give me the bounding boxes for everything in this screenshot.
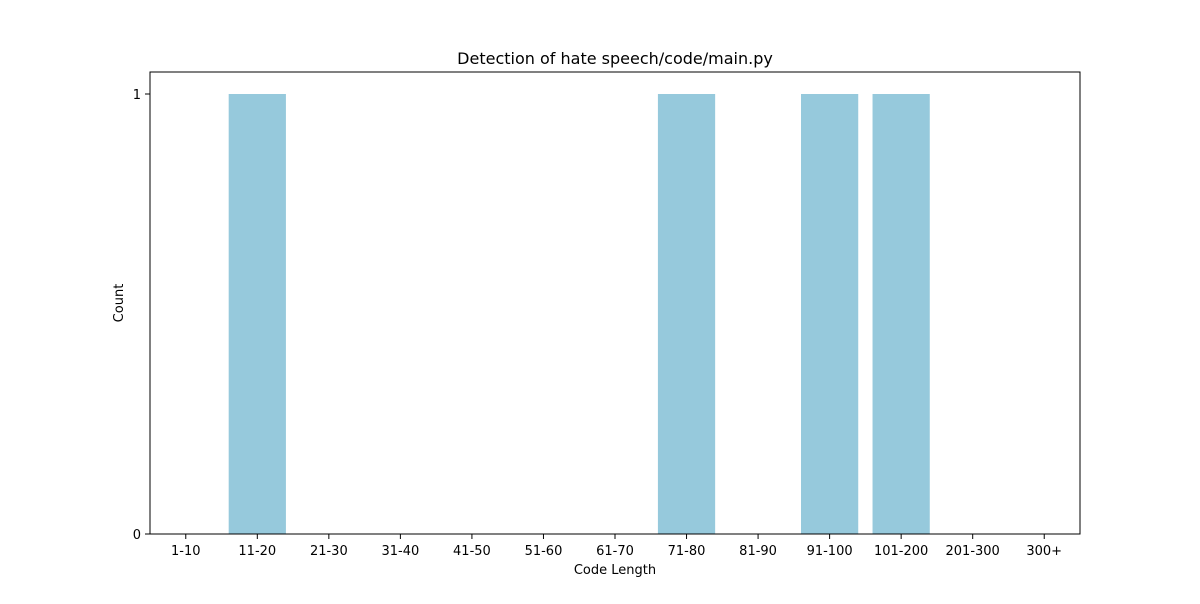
x-tick-label: 101-200 [874,544,928,559]
x-axis-label: Code Length [574,563,656,578]
y-tick-label: 1 [133,88,141,103]
x-tick-label: 11-20 [238,544,276,559]
bar-11-20 [229,94,286,534]
y-axis-label: Count [112,284,127,323]
x-tick-label: 51-60 [525,544,563,559]
bar-101-200 [873,94,930,534]
x-tick-label: 61-70 [596,544,634,559]
x-tick-label: 91-100 [807,544,853,559]
chart-title: Detection of hate speech/code/main.py [457,49,773,68]
y-tick-label: 0 [133,528,141,543]
x-tick-label: 31-40 [381,544,419,559]
x-tick-label: 300+ [1026,544,1062,559]
bar-71-80 [658,94,715,534]
x-tick-label: 21-30 [310,544,348,559]
x-tick-label: 1-10 [171,544,201,559]
x-tick-label: 41-50 [453,544,491,559]
x-tick-label: 71-80 [668,544,706,559]
x-tick-label: 81-90 [739,544,777,559]
bar-91-100 [801,94,858,534]
x-tick-label: 201-300 [946,544,1000,559]
